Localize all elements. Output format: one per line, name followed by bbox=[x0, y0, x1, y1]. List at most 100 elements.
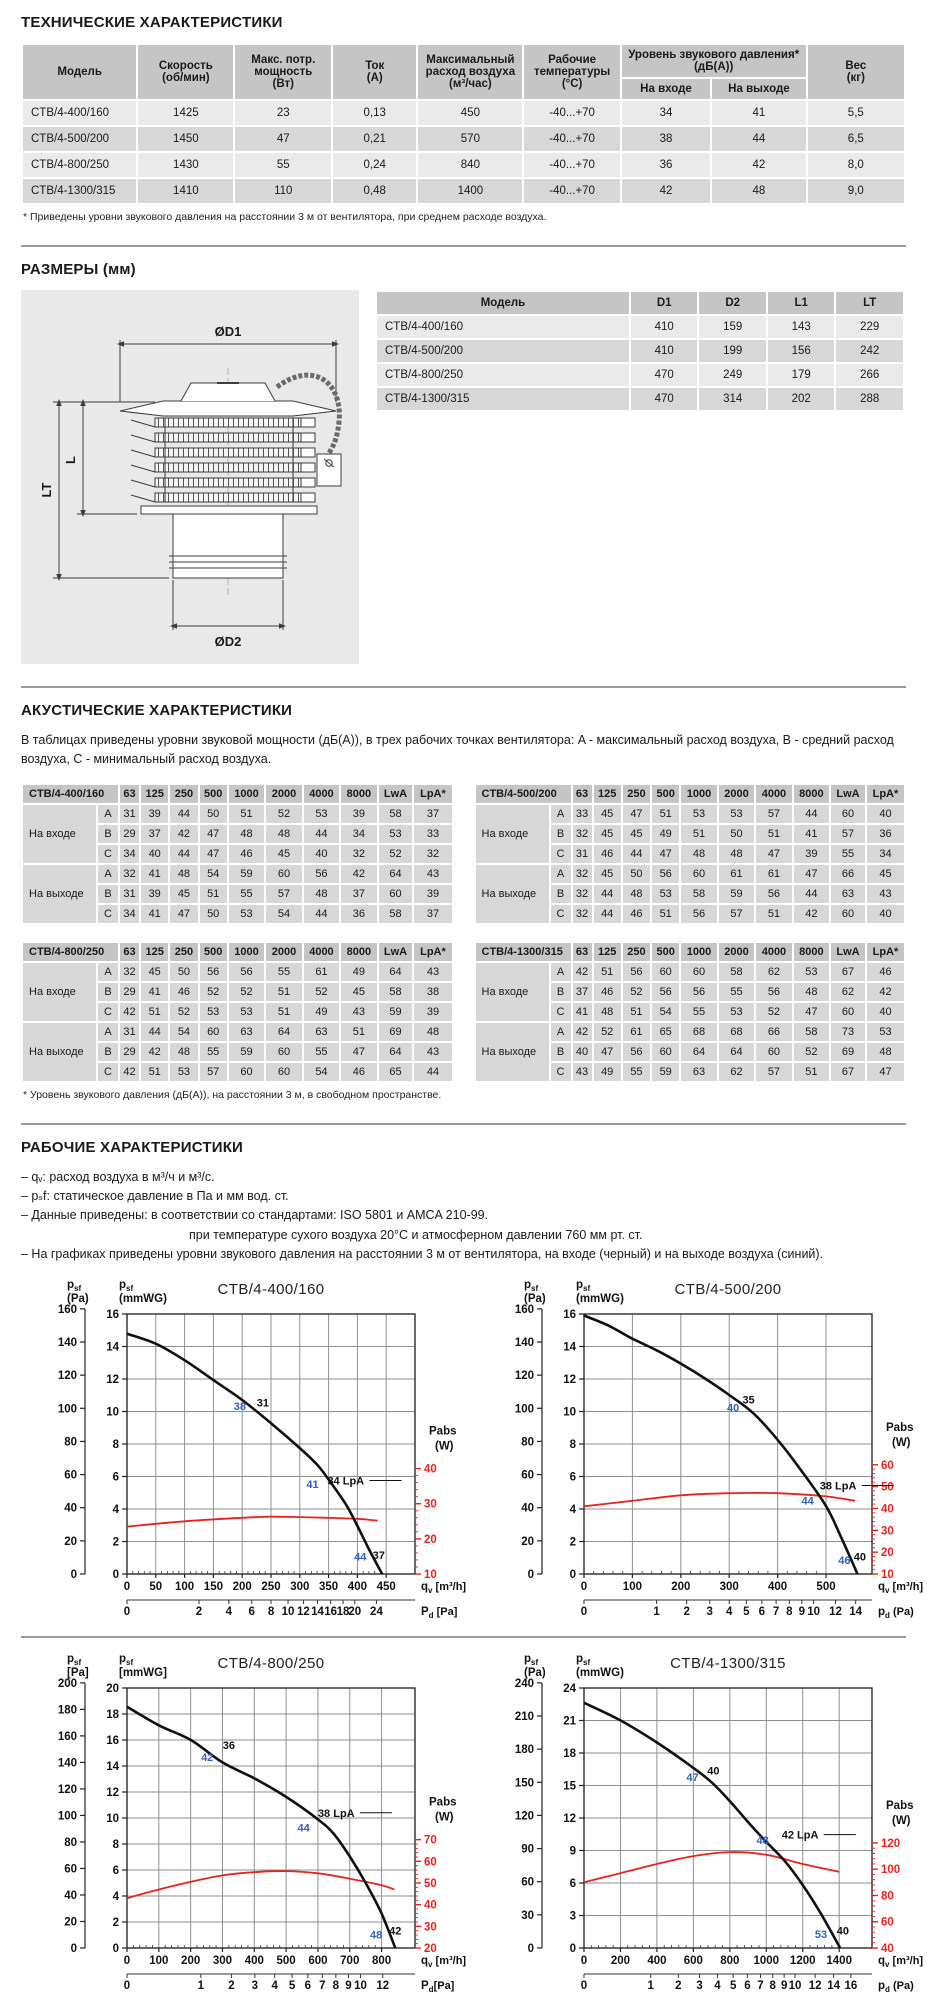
table-row: C 42 51 52 53 53 51 49 43 59 39 bbox=[23, 1002, 452, 1021]
value-cell: 56 bbox=[681, 982, 717, 1001]
value-cell: -40...+70 bbox=[524, 153, 620, 177]
svg-text:18: 18 bbox=[106, 1709, 119, 1721]
value-cell: 54 bbox=[303, 1062, 340, 1081]
sound-level-annotation: 40 bbox=[727, 1403, 739, 1415]
svg-text:60: 60 bbox=[64, 1864, 77, 1876]
svg-text:300: 300 bbox=[213, 1955, 232, 1967]
sound-level-annotation: 48 bbox=[757, 1836, 769, 1848]
value-cell: -40...+70 bbox=[524, 127, 620, 151]
note-line: – На графиках приведены уровни звукового… bbox=[21, 1247, 824, 1261]
svg-text:10: 10 bbox=[106, 1407, 119, 1419]
value-cell: 58 bbox=[793, 1022, 830, 1041]
svg-text:6: 6 bbox=[570, 1878, 576, 1890]
svg-text:200: 200 bbox=[181, 1955, 200, 1967]
value-cell: 55 bbox=[228, 884, 265, 903]
freq-header: 2000 bbox=[718, 784, 755, 803]
value-cell: 50 bbox=[199, 904, 227, 923]
svg-text:160: 160 bbox=[58, 1304, 77, 1316]
value-cell: 53 bbox=[793, 962, 830, 981]
value-cell: 288 bbox=[836, 388, 903, 410]
table-row: C 32 44 46 51 56 57 51 42 60 40 bbox=[476, 904, 904, 923]
sound-level-annotation: 53 bbox=[815, 1929, 827, 1941]
col-header-speed: Скорость (об/мин) bbox=[138, 45, 234, 99]
svg-text:Pd [Pa]: Pd [Pa] bbox=[421, 1606, 458, 1620]
freq-header: 125 bbox=[593, 784, 621, 803]
freq-header: 63 bbox=[572, 784, 592, 803]
value-cell: 64 bbox=[266, 1022, 302, 1041]
value-cell: 39 bbox=[141, 804, 169, 823]
value-cell: 69 bbox=[831, 1042, 865, 1061]
svg-text:16: 16 bbox=[106, 1735, 119, 1747]
table-row: B 31 39 45 51 55 57 48 37 60 39 bbox=[23, 884, 452, 903]
svg-text:Pd[Pa]: Pd[Pa] bbox=[421, 1980, 455, 1994]
value-cell: 55 bbox=[831, 844, 865, 863]
svg-text:400: 400 bbox=[348, 1581, 367, 1593]
roof-plate bbox=[119, 400, 337, 417]
value-cell: 45 bbox=[266, 844, 302, 863]
value-cell: 53 bbox=[199, 1002, 227, 1021]
acoustic-tables-grid: CTB/4-400/160 63 125 250 500 1000 2000 4000 8000… bbox=[21, 783, 906, 1083]
value-cell: 42 bbox=[341, 864, 377, 883]
value-cell: 36 bbox=[866, 824, 904, 843]
value-cell: 60 bbox=[831, 904, 865, 923]
value-cell: 47 bbox=[199, 824, 227, 843]
group-label: На выходе bbox=[23, 864, 96, 923]
value-cell: 44 bbox=[593, 904, 621, 923]
value-cell: 46 bbox=[593, 982, 621, 1001]
svg-text:Pabs: Pabs bbox=[429, 1426, 457, 1438]
svg-text:40: 40 bbox=[881, 1504, 894, 1516]
svg-text:1200: 1200 bbox=[790, 1955, 816, 1967]
value-cell: 32 bbox=[572, 864, 592, 883]
value-cell: 41 bbox=[572, 1002, 592, 1021]
group-label: На входе bbox=[23, 962, 96, 1021]
value-cell: 47 bbox=[235, 127, 332, 151]
value-cell: 54 bbox=[652, 1002, 680, 1021]
value-cell: 52 bbox=[170, 1002, 198, 1021]
cable-conduit bbox=[275, 372, 342, 458]
charts-grid-bottom: CTB/4-800/250 0 100 200 300 400 500 600 700 800 qv… bbox=[21, 1648, 924, 1996]
value-cell: 41 bbox=[793, 824, 830, 843]
freq-header: 4000 bbox=[303, 784, 340, 803]
value-cell: 42 bbox=[120, 1002, 140, 1021]
col-header-current: Ток (А) bbox=[333, 45, 417, 99]
chart-1: CTB/4-500/2000 100 200 300 400 500 qv [m³/h]02… bbox=[515, 1279, 924, 1620]
svg-text:100: 100 bbox=[149, 1955, 168, 1967]
point-letter: C bbox=[98, 904, 118, 923]
freq-header: 250 bbox=[622, 942, 651, 961]
svg-text:60: 60 bbox=[424, 1857, 437, 1869]
value-cell: 199 bbox=[699, 340, 766, 362]
point-letter: A bbox=[98, 804, 118, 823]
group-label: На входе bbox=[475, 962, 549, 1021]
value-cell: 60 bbox=[681, 962, 717, 981]
svg-text:1000: 1000 bbox=[753, 1955, 779, 1967]
value-cell: 48 bbox=[681, 844, 717, 863]
sound-level-annotation: 36 bbox=[223, 1741, 235, 1753]
value-cell: 48 bbox=[593, 1002, 621, 1021]
value-cell: 47 bbox=[622, 804, 651, 823]
freq-header: 125 bbox=[141, 784, 169, 803]
value-cell: 47 bbox=[866, 1062, 904, 1081]
value-cell: 37 bbox=[414, 804, 452, 823]
value-cell: 56 bbox=[228, 962, 265, 981]
svg-text:psf: psf bbox=[67, 1653, 81, 1667]
value-cell: 51 bbox=[228, 804, 265, 823]
value-cell: 60 bbox=[266, 864, 302, 883]
table-row: На выходе A 32 41 48 54 59 60 56 42 64 43 bbox=[23, 864, 452, 923]
svg-text:10: 10 bbox=[563, 1407, 576, 1419]
svg-text:15: 15 bbox=[563, 1781, 576, 1793]
value-cell: 63 bbox=[303, 1022, 340, 1041]
svg-text:CTB/4-1300/315: CTB/4-1300/315 bbox=[670, 1655, 786, 1672]
value-cell: 51 bbox=[266, 1002, 302, 1021]
model-cell: CTB/4-800/250 bbox=[377, 364, 629, 386]
svg-text:2: 2 bbox=[683, 1606, 689, 1618]
freq-header: 250 bbox=[170, 942, 198, 961]
svg-text:[mmWG]: [mmWG] bbox=[119, 1667, 167, 1679]
value-cell: 410 bbox=[630, 340, 698, 362]
value-cell: 1425 bbox=[138, 101, 234, 125]
svg-text:160: 160 bbox=[58, 1731, 77, 1743]
svg-text:90: 90 bbox=[521, 1844, 534, 1856]
svg-text:16: 16 bbox=[563, 1309, 576, 1321]
svg-text:16: 16 bbox=[106, 1309, 119, 1321]
freq-header: LwA bbox=[378, 942, 413, 961]
